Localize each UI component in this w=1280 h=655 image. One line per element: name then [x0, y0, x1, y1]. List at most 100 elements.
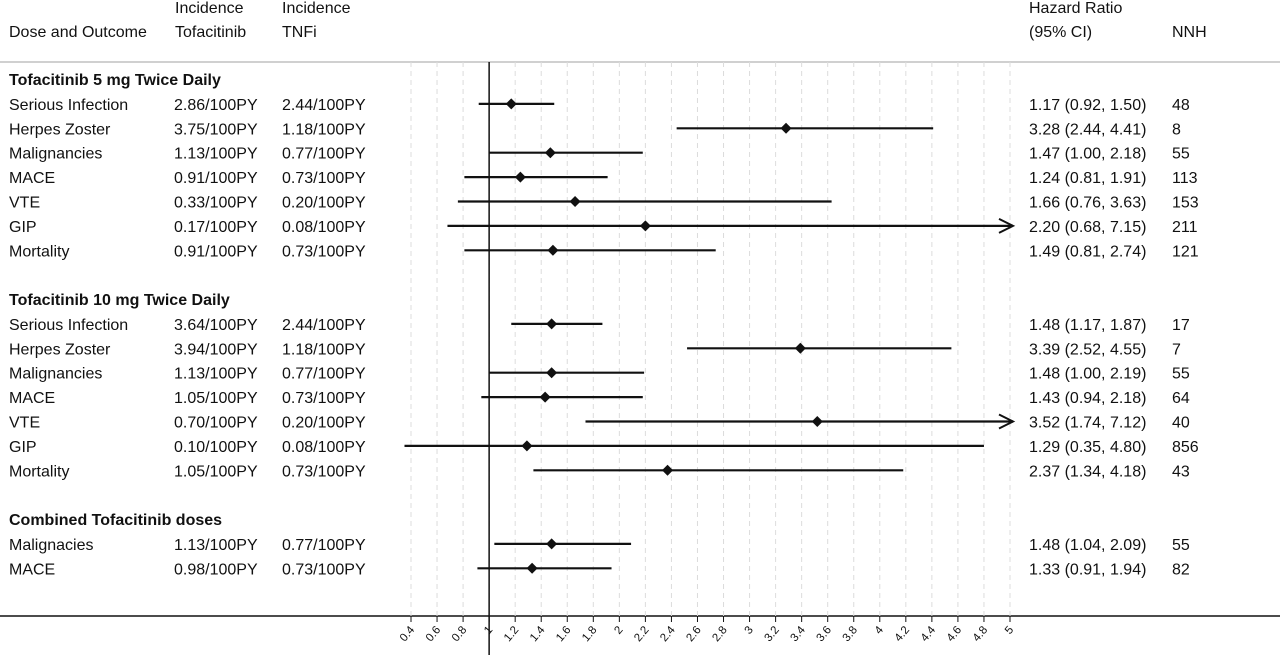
nnh-value: 7	[1172, 341, 1181, 358]
section-title: Combined Tofacitinib doses	[9, 512, 222, 529]
x-tick-label: 1.4	[528, 624, 548, 644]
outcome-label: MACE	[9, 170, 55, 187]
hazard-ratio-ci: 1.29 (0.35, 4.80)	[1029, 439, 1146, 456]
hazard-ratio-ci: 1.49 (0.81, 2.74)	[1029, 243, 1146, 260]
incidence-tnfi: 0.77/100PY	[282, 146, 366, 163]
incidence-tnfi: 0.73/100PY	[282, 463, 366, 480]
x-axis-ticks: 0.4 0.6 0.8 1 1.2 1.4 1.6 1.8 2 2.2 2.4 2.6 2.8 3 3.2 3…	[398, 616, 1016, 644]
header-incidence-tofacitinib-line1: Incidence	[175, 0, 244, 17]
header-dose-and-outcome: Dose and Outcome	[9, 24, 147, 41]
point-estimate-diamond	[539, 391, 551, 403]
nnh-value: 17	[1172, 317, 1190, 334]
point-estimate-diamond	[569, 196, 581, 207]
nnh-value: 40	[1172, 415, 1190, 432]
x-tick-label: 0.8	[450, 624, 469, 644]
x-tick-label: 3.2	[762, 624, 781, 644]
incidence-tnfi: 0.08/100PY	[282, 439, 366, 456]
incidence-tofacitinib: 3.94/100PY	[174, 341, 258, 358]
incidence-tofacitinib: 0.10/100PY	[174, 439, 258, 456]
header-hazard-ratio-line2: (95% CI)	[1029, 24, 1092, 41]
nnh-value: 8	[1172, 121, 1181, 138]
x-tick-label: 3	[743, 624, 756, 637]
outcome-label: GIP	[9, 219, 37, 236]
nnh-value: 113	[1172, 170, 1198, 187]
nnh-value: 121	[1172, 243, 1199, 260]
x-tick-label: 2.8	[710, 624, 729, 644]
incidence-tofacitinib: 3.64/100PY	[174, 317, 258, 334]
outcome-label: Herpes Zoster	[9, 341, 111, 358]
outcome-label: Malignancies	[9, 366, 102, 383]
nnh-value: 211	[1172, 219, 1198, 236]
nnh-value: 48	[1172, 97, 1190, 114]
point-estimate-diamond	[780, 122, 792, 134]
outcome-label: VTE	[9, 195, 40, 212]
incidence-tnfi: 2.44/100PY	[282, 97, 366, 114]
nnh-value: 55	[1172, 146, 1190, 163]
x-tick-label: 0.4	[398, 624, 418, 644]
outcome-label: Serious Infection	[9, 97, 128, 114]
hazard-ratio-ci: 1.17 (0.92, 1.50)	[1029, 97, 1146, 114]
incidence-tofacitinib: 1.05/100PY	[174, 390, 258, 407]
x-tick-label: 1.8	[580, 624, 599, 644]
incidence-tnfi: 0.73/100PY	[282, 561, 366, 578]
nnh-value: 82	[1172, 561, 1190, 578]
nnh-value: 856	[1172, 439, 1199, 456]
outcome-label: GIP	[9, 439, 37, 456]
incidence-tnfi: 0.73/100PY	[282, 390, 366, 407]
incidence-tnfi: 0.20/100PY	[282, 195, 366, 212]
outcome-label: Mortality	[9, 243, 69, 260]
point-estimate-diamond	[662, 464, 674, 476]
x-tick-label: 2.4	[658, 624, 678, 644]
incidence-tofacitinib: 3.75/100PY	[174, 121, 258, 138]
hazard-ratio-ci: 1.33 (0.91, 1.94)	[1029, 561, 1146, 578]
outcome-label: VTE	[9, 415, 40, 432]
outcome-label: Herpes Zoster	[9, 121, 111, 138]
x-tick-label: 1.2	[502, 624, 521, 644]
section-title: Tofacitinib 10 mg Twice Daily	[9, 292, 230, 309]
point-estimate-diamond	[514, 171, 526, 183]
incidence-tnfi: 0.08/100PY	[282, 219, 366, 236]
header-incidence-tnfi-line1: Incidence	[282, 0, 351, 17]
header-incidence-tnfi-line2: TNFi	[282, 24, 317, 41]
outcome-label: Serious Infection	[9, 317, 128, 334]
point-estimate-diamond	[546, 367, 558, 379]
hazard-ratio-ci: 1.48 (1.00, 2.19)	[1029, 366, 1146, 383]
point-estimate-diamond	[505, 98, 517, 110]
outcome-label: Malignancies	[9, 146, 102, 163]
x-tick-label: 3.6	[815, 624, 834, 644]
x-tick-label: 1.6	[554, 624, 573, 644]
incidence-tofacitinib: 0.98/100PY	[174, 561, 258, 578]
incidence-tofacitinib: 0.91/100PY	[174, 170, 258, 187]
forest-rows: Tofacitinib 5 mg Twice Daily Serious Infe…	[9, 72, 1199, 578]
incidence-tnfi: 0.20/100PY	[282, 415, 366, 432]
incidence-tnfi: 0.73/100PY	[282, 243, 366, 260]
incidence-tofacitinib: 1.05/100PY	[174, 463, 258, 480]
x-tick-label: 2.6	[684, 624, 703, 644]
x-tick-label: 4	[873, 624, 887, 637]
outcome-label: Mortality	[9, 463, 69, 480]
hazard-ratio-ci: 1.48 (1.17, 1.87)	[1029, 317, 1146, 334]
outcome-label: MACE	[9, 390, 55, 407]
incidence-tofacitinib: 0.91/100PY	[174, 243, 258, 260]
x-tick-label: 0.6	[424, 624, 443, 644]
point-estimate-diamond	[546, 538, 558, 550]
incidence-tofacitinib: 1.13/100PY	[174, 146, 258, 163]
x-tick-label: 2	[612, 624, 625, 637]
point-estimate-diamond	[521, 440, 533, 452]
x-tick-label: 4.8	[971, 624, 990, 644]
header-nnh: NNH	[1172, 24, 1207, 41]
incidence-tnfi: 0.77/100PY	[282, 366, 366, 383]
x-tick-label: 4.4	[919, 624, 939, 644]
hazard-ratio-ci: 2.20 (0.68, 7.15)	[1029, 219, 1146, 236]
x-tick-label: 3.8	[841, 624, 860, 644]
point-estimate-diamond	[639, 220, 651, 232]
section-title: Tofacitinib 5 mg Twice Daily	[9, 72, 221, 89]
point-estimate-diamond	[544, 147, 556, 159]
hazard-ratio-ci: 2.37 (1.34, 4.18)	[1029, 463, 1146, 480]
point-estimate-diamond	[811, 416, 823, 427]
point-estimate-diamond	[794, 342, 806, 354]
x-tick-label: 4.2	[893, 624, 912, 644]
incidence-tnfi: 0.77/100PY	[282, 537, 366, 554]
hazard-ratio-ci: 3.39 (2.52, 4.55)	[1029, 341, 1146, 358]
